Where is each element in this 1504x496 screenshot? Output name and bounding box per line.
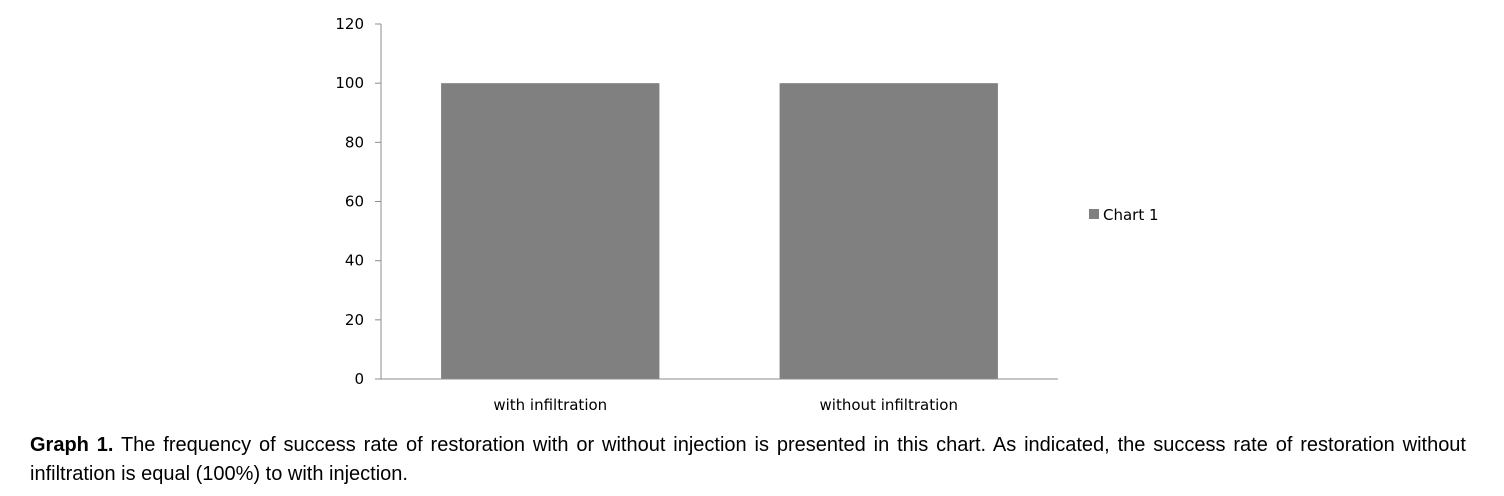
caption-text: The frequency of success rate of restora… bbox=[30, 434, 1466, 485]
y-tick-label: 80 bbox=[345, 133, 364, 151]
bar-chart: 0 20 40 60 80 100 120 with infiltration without… bbox=[335, 15, 1159, 414]
caption-label: Graph 1. bbox=[30, 434, 114, 456]
y-tick-label: 120 bbox=[335, 15, 364, 33]
bar bbox=[779, 83, 998, 380]
y-tick-label: 60 bbox=[345, 193, 364, 211]
y-tick-label: 40 bbox=[345, 252, 364, 270]
legend-swatch bbox=[1089, 209, 1099, 219]
y-tick-label: 20 bbox=[345, 311, 364, 329]
legend: Chart 1 bbox=[1089, 206, 1159, 224]
y-tick-label: 0 bbox=[354, 370, 364, 388]
y-tick-label: 100 bbox=[335, 74, 364, 92]
bar bbox=[441, 83, 660, 380]
x-tick-label: without infiltration bbox=[820, 396, 958, 414]
chart-bars bbox=[441, 83, 998, 380]
legend-label: Chart 1 bbox=[1103, 206, 1159, 224]
y-axis-ticks: 0 20 40 60 80 100 120 bbox=[335, 15, 381, 388]
figure-caption: Graph 1. The frequency of success rate o… bbox=[30, 431, 1466, 489]
x-tick-label: with infiltration bbox=[493, 396, 607, 414]
x-axis-ticks: with infiltration without infiltration bbox=[493, 396, 958, 414]
